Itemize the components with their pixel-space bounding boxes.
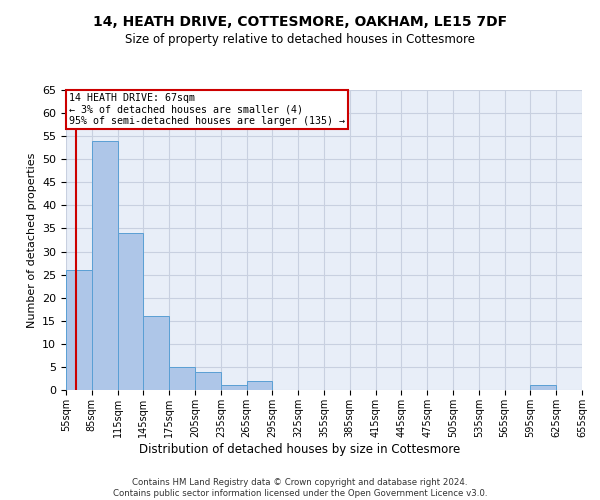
Bar	[530, 386, 556, 390]
Bar	[92, 141, 118, 390]
Bar	[143, 316, 169, 390]
Text: Contains HM Land Registry data © Crown copyright and database right 2024.
Contai: Contains HM Land Registry data © Crown c…	[113, 478, 487, 498]
Bar	[169, 367, 195, 390]
Bar	[221, 386, 247, 390]
Text: 14 HEATH DRIVE: 67sqm
← 3% of detached houses are smaller (4)
95% of semi-detach: 14 HEATH DRIVE: 67sqm ← 3% of detached h…	[68, 93, 344, 126]
Y-axis label: Number of detached properties: Number of detached properties	[26, 152, 37, 328]
Bar	[118, 233, 143, 390]
Text: 14, HEATH DRIVE, COTTESMORE, OAKHAM, LE15 7DF: 14, HEATH DRIVE, COTTESMORE, OAKHAM, LE1…	[93, 15, 507, 29]
Text: Size of property relative to detached houses in Cottesmore: Size of property relative to detached ho…	[125, 32, 475, 46]
Bar	[66, 270, 92, 390]
Bar	[195, 372, 221, 390]
Bar	[247, 381, 272, 390]
Text: Distribution of detached houses by size in Cottesmore: Distribution of detached houses by size …	[139, 442, 461, 456]
